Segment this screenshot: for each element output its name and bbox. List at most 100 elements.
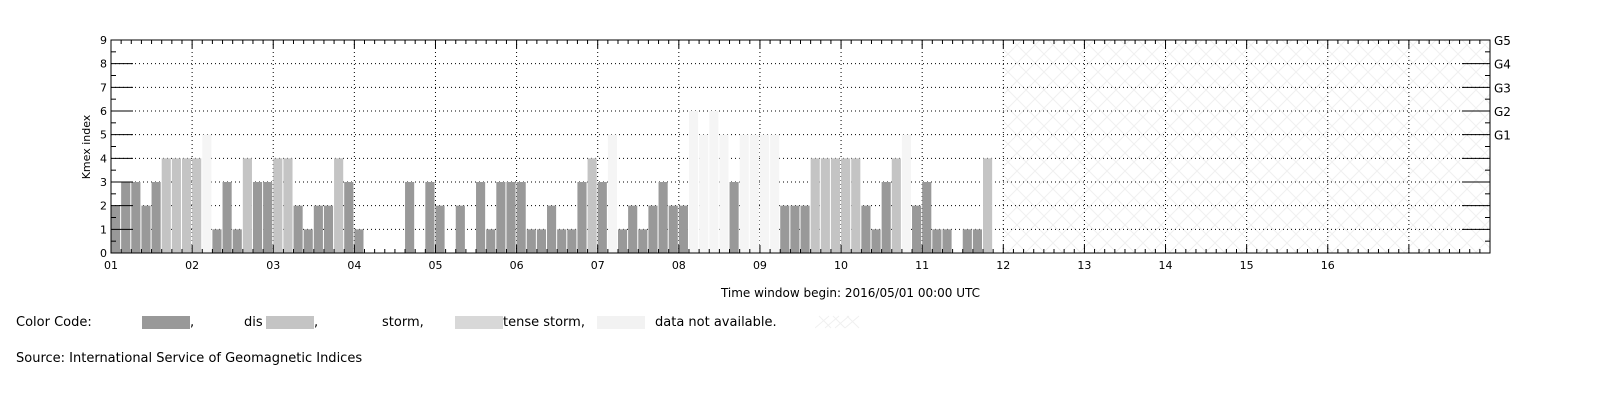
g-scale-label: G4: [1494, 58, 1511, 72]
bar: [476, 182, 486, 253]
x-tick-label: 16: [1321, 259, 1335, 272]
legend-title: Color Code:: [16, 315, 92, 330]
bar: [242, 158, 252, 253]
x-tick-label: 13: [1077, 259, 1091, 272]
y-tick-label: 9: [100, 34, 107, 47]
bar: [344, 182, 354, 253]
x-tick-label: 01: [104, 259, 118, 272]
x-tick-label: 09: [753, 259, 767, 272]
bar: [922, 182, 932, 253]
g-scale-label: G2: [1494, 105, 1511, 119]
x-tick-label: 15: [1240, 259, 1254, 272]
bar: [607, 134, 617, 253]
bar: [273, 158, 283, 253]
bar: [871, 229, 881, 253]
bar: [658, 182, 668, 253]
bar: [699, 134, 709, 253]
g-scale-label: G3: [1494, 81, 1511, 95]
y-tick-label: 5: [100, 129, 107, 142]
bar: [131, 182, 141, 253]
bar: [334, 158, 344, 253]
bar: [354, 229, 364, 253]
bar: [810, 158, 820, 253]
legend-label-intense-storm: tense storm,: [503, 315, 585, 330]
bar: [638, 229, 648, 253]
bar: [171, 158, 181, 253]
x-axis-label: Time window begin: 2016/05/01 00:00 UTC: [720, 286, 980, 300]
y-tick-label: 6: [100, 105, 107, 118]
bar: [830, 158, 841, 253]
legend-swatch-not-available: [815, 315, 860, 329]
source-text: Source: International Service of Geomagn…: [16, 351, 363, 366]
bar: [912, 205, 922, 253]
x-tick-label: 02: [185, 259, 199, 272]
bar: [496, 182, 506, 253]
bar: [749, 134, 759, 253]
bar: [962, 229, 972, 253]
bar: [506, 182, 516, 253]
bar: [151, 182, 161, 253]
bar: [141, 205, 151, 253]
bar: [628, 205, 638, 253]
bar: [881, 182, 891, 253]
x-tick-label: 06: [510, 259, 524, 272]
legend-label-quiet: ,: [190, 315, 195, 330]
x-tick-label: 08: [672, 259, 686, 272]
bar: [303, 229, 313, 253]
x-tick-label: 10: [834, 259, 848, 272]
bar: [678, 205, 688, 253]
bar: [405, 182, 415, 253]
bar: [729, 182, 739, 253]
bar: [526, 229, 536, 253]
bar: [800, 205, 810, 253]
bar: [252, 182, 263, 253]
bar: [739, 134, 749, 253]
y-axis-label: Kmex index: [80, 114, 93, 179]
bar: [709, 111, 719, 253]
legend-swatch-disturbed: [266, 316, 314, 329]
bar: [668, 205, 678, 253]
y-tick-label: 3: [100, 176, 107, 189]
bar: [425, 182, 435, 253]
legend-swatch-storm: [455, 316, 503, 329]
bar: [972, 229, 983, 253]
y-tick-label: 7: [100, 81, 107, 94]
bar: [121, 182, 131, 253]
g-scale-label: G5: [1494, 34, 1511, 48]
bar: [323, 205, 334, 253]
g-scale-label: G1: [1494, 129, 1511, 143]
x-tick-label: 04: [347, 259, 361, 272]
bar: [851, 158, 861, 253]
bar: [841, 158, 851, 253]
legend-swatch-intense-storm: [597, 316, 645, 329]
bar: [486, 229, 496, 253]
bar: [719, 134, 729, 253]
bar: [983, 158, 993, 253]
bar: [313, 205, 323, 253]
x-tick-label: 12: [996, 259, 1010, 272]
bar: [263, 182, 273, 253]
bar: [597, 182, 607, 253]
bar: [617, 229, 628, 253]
x-tick-label: 03: [266, 259, 280, 272]
y-tick-label: 0: [100, 247, 107, 260]
x-tick-label: 07: [591, 259, 605, 272]
bar: [587, 158, 597, 253]
bar: [780, 205, 790, 253]
bar: [232, 229, 242, 253]
bar: [455, 205, 465, 253]
y-tick-label: 2: [100, 200, 107, 213]
bar: [212, 229, 222, 253]
bar: [688, 111, 699, 253]
bar: [202, 134, 212, 253]
bar: [435, 205, 445, 253]
bar: [293, 205, 303, 253]
bar: [770, 134, 780, 253]
legend-label-disturbed: dis: [244, 315, 263, 330]
bar: [222, 182, 232, 253]
bar: [567, 229, 577, 253]
y-tick-label: 4: [100, 152, 107, 165]
y-tick-label: 8: [100, 58, 107, 71]
bar: [901, 134, 912, 253]
